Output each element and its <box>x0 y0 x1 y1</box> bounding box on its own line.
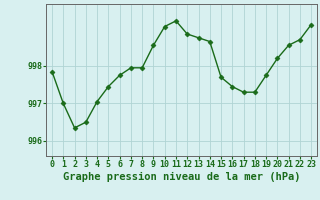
X-axis label: Graphe pression niveau de la mer (hPa): Graphe pression niveau de la mer (hPa) <box>63 172 300 182</box>
